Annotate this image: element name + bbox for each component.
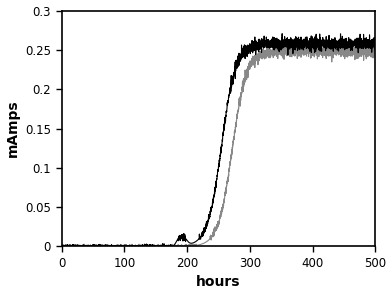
X-axis label: hours: hours <box>196 276 241 289</box>
Y-axis label: mAmps: mAmps <box>5 100 20 157</box>
